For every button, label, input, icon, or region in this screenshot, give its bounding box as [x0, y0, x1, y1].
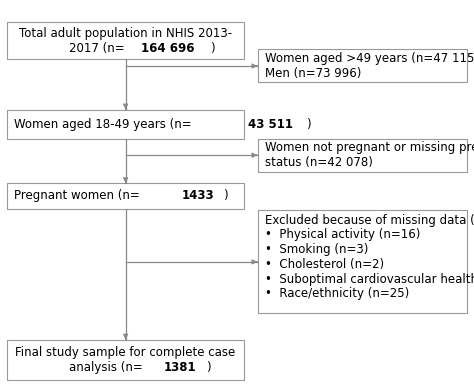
Text: 2017 (n=: 2017 (n= — [69, 42, 124, 55]
Text: Total adult population in NHIS 2013-: Total adult population in NHIS 2013- — [19, 27, 232, 40]
Text: Women not pregnant or missing pregnancy: Women not pregnant or missing pregnancy — [265, 141, 474, 154]
Text: status (n=42 078): status (n=42 078) — [265, 156, 374, 169]
Text: Women aged 18-49 years (n=: Women aged 18-49 years (n= — [14, 118, 196, 131]
FancyBboxPatch shape — [7, 110, 244, 139]
Text: ): ) — [306, 118, 311, 131]
Text: Pregnant women (n=: Pregnant women (n= — [14, 189, 144, 203]
FancyBboxPatch shape — [7, 340, 244, 380]
Text: •  Physical activity (n=16): • Physical activity (n=16) — [265, 229, 421, 241]
FancyBboxPatch shape — [7, 183, 244, 209]
FancyBboxPatch shape — [258, 50, 467, 83]
FancyBboxPatch shape — [258, 210, 467, 314]
Text: 1381: 1381 — [164, 361, 197, 374]
Text: •  Cholesterol (n=2): • Cholesterol (n=2) — [265, 258, 384, 271]
Text: •  Suboptimal cardiovascular health (n=27): • Suboptimal cardiovascular health (n=27… — [265, 273, 474, 286]
Text: •  Race/ethnicity (n=25): • Race/ethnicity (n=25) — [265, 288, 410, 300]
FancyBboxPatch shape — [7, 22, 244, 59]
Text: Women aged >49 years (n=47 115): Women aged >49 years (n=47 115) — [265, 52, 474, 65]
Text: Excluded because of missing data (n=52): Excluded because of missing data (n=52) — [265, 214, 474, 227]
Text: Men (n=73 996): Men (n=73 996) — [265, 67, 362, 80]
Text: 164 696: 164 696 — [140, 42, 194, 55]
Text: Final study sample for complete case: Final study sample for complete case — [16, 346, 236, 359]
Text: analysis (n=: analysis (n= — [69, 361, 143, 374]
Text: ): ) — [206, 361, 210, 374]
FancyBboxPatch shape — [258, 139, 467, 171]
Text: •  Smoking (n=3): • Smoking (n=3) — [265, 243, 369, 256]
Text: ): ) — [210, 42, 214, 55]
Text: 1433: 1433 — [182, 189, 214, 203]
Text: ): ) — [223, 189, 228, 203]
Text: 43 511: 43 511 — [248, 118, 293, 131]
